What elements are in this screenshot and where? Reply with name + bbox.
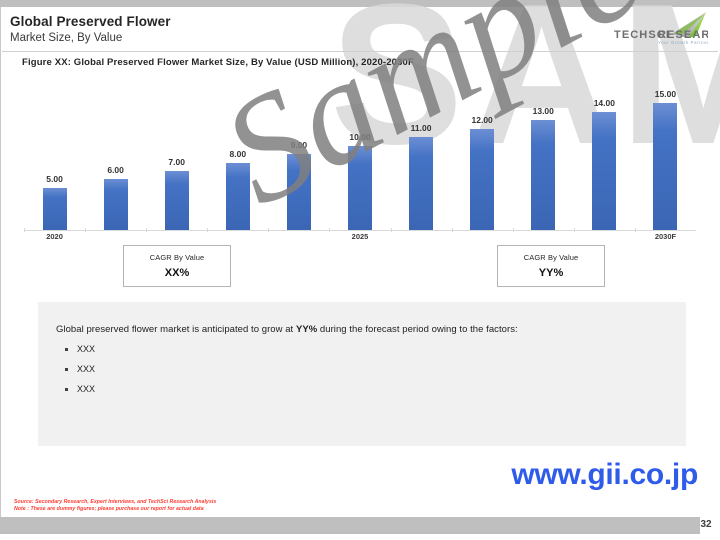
chart-x-tick-label: 2020 bbox=[46, 232, 63, 241]
chart-bar-group: 14.00 bbox=[574, 95, 635, 230]
chart-axis-tick bbox=[207, 228, 209, 232]
chart-bar-group: 5.00 bbox=[24, 95, 85, 230]
chart-bar-value-label: 15.00 bbox=[654, 89, 677, 100]
page-title: Global Preserved Flower bbox=[10, 14, 171, 29]
gii-url[interactable]: www.gii.co.jp bbox=[511, 458, 698, 491]
chart-axis-tick bbox=[634, 228, 636, 232]
chart-bar bbox=[347, 145, 372, 230]
left-border-line bbox=[0, 7, 1, 517]
chart-axis-tick bbox=[390, 228, 392, 232]
chart-bar-value-label: 11.00 bbox=[410, 123, 432, 134]
bar-chart: 5.00 6.00 7.00 8.00 9.00 10.00 11.00 12.00 13.00… bbox=[24, 89, 696, 230]
chart-bar bbox=[42, 187, 67, 230]
chart-bar-group: 11.00 bbox=[391, 95, 452, 230]
chart-bar bbox=[653, 103, 678, 230]
chart-bar-value-label: 14.00 bbox=[593, 97, 615, 108]
chart-bar bbox=[470, 128, 495, 230]
chart-bar-value-label: 7.00 bbox=[168, 156, 185, 167]
note-line: Note : These are dummy figures; please p… bbox=[14, 506, 204, 512]
figure-caption: Figure XX: Global Preserved Flower Marke… bbox=[22, 57, 414, 68]
commentary-bullet-item: XXX bbox=[64, 364, 95, 374]
chart-bar bbox=[103, 179, 128, 230]
chart-bar-group: 15.00 bbox=[635, 89, 696, 230]
chart-bar-value-label: 5.00 bbox=[46, 173, 63, 184]
chart-bar-value-label: 9.00 bbox=[290, 140, 308, 151]
chart-axis-tick bbox=[329, 228, 331, 232]
commentary-lead: Global preserved flower market is antici… bbox=[56, 324, 518, 335]
cagr-box-left: CAGR By Value XX% bbox=[123, 245, 231, 287]
page-subtitle: Market Size, By Value bbox=[10, 32, 123, 44]
chart-bar bbox=[592, 111, 617, 230]
chart-bar bbox=[286, 154, 311, 230]
chart-axis-tick bbox=[451, 228, 453, 232]
chart-x-tick-label: 2030F bbox=[654, 232, 677, 241]
chart-bar-group: 9.00 bbox=[268, 95, 329, 230]
chart-bar-value-label: 12.00 bbox=[471, 114, 493, 125]
chart-axis-tick bbox=[24, 228, 25, 232]
commentary-panel: Global preserved flower market is antici… bbox=[38, 302, 686, 446]
bottom-border-bar bbox=[0, 517, 700, 534]
commentary-lead-part2: during the forecast period owing to the … bbox=[317, 324, 518, 335]
chart-bar bbox=[409, 137, 434, 230]
commentary-bullet-list: XXX XXX XXX bbox=[64, 344, 95, 404]
chart-bar-group: 13.00 bbox=[513, 95, 574, 230]
chart-plot-area: 5.00 6.00 7.00 8.00 9.00 10.00 11.00 12.00 13.00… bbox=[24, 89, 696, 230]
cagr-right-caption: CAGR By Value bbox=[523, 253, 579, 262]
source-footnote: Source: Secondary Research, Expert Inter… bbox=[14, 499, 216, 513]
chart-axis-tick bbox=[85, 228, 87, 232]
chart-bar-group: 7.00 bbox=[146, 95, 207, 230]
chart-bar-value-label: 6.00 bbox=[107, 165, 124, 176]
svg-text:RESEARCH: RESEARCH bbox=[658, 29, 708, 41]
chart-bar-group: 8.00 bbox=[207, 95, 268, 230]
top-border-bar bbox=[0, 0, 720, 7]
commentary-bullet-item: XXX bbox=[64, 384, 95, 394]
chart-bar bbox=[225, 162, 250, 230]
chart-axis-tick bbox=[268, 228, 270, 232]
cagr-left-value: XX% bbox=[164, 267, 190, 279]
cagr-right-value: YY% bbox=[538, 267, 564, 279]
source-line: Source: Secondary Research, Expert Inter… bbox=[14, 499, 217, 505]
chart-bar-value-label: 10.00 bbox=[349, 131, 371, 142]
chart-axis-tick bbox=[512, 228, 514, 232]
chart-axis-tick bbox=[146, 228, 148, 232]
header-divider bbox=[2, 51, 718, 52]
chart-bar bbox=[531, 120, 556, 230]
chart-bar-group: 12.00 bbox=[452, 95, 513, 230]
commentary-lead-highlight: YY% bbox=[295, 324, 318, 335]
chart-axis-tick bbox=[573, 228, 575, 232]
chart-bar-value-label: 8.00 bbox=[229, 148, 247, 159]
chart-axis-line bbox=[24, 230, 696, 231]
page-number: 32 bbox=[700, 519, 712, 530]
chart-x-axis-labels: 2020 2025 2030F bbox=[24, 232, 696, 246]
chart-bar-group: 10.00 bbox=[329, 95, 390, 230]
cagr-box-right: CAGR By Value YY% bbox=[497, 245, 605, 287]
svg-text:Your Growth Partner: Your Growth Partner bbox=[658, 40, 708, 45]
techsci-research-logo: TECHSCI RESEARCH Your Growth Partner bbox=[612, 8, 708, 46]
slide-header: Global Preserved Flower Market Size, By … bbox=[10, 14, 530, 46]
chart-bar-value-label: 13.00 bbox=[532, 106, 554, 117]
chart-x-tick-label: 2025 bbox=[351, 232, 369, 241]
commentary-bullet-item: XXX bbox=[64, 344, 95, 354]
chart-bar bbox=[164, 170, 189, 230]
svg-text:TECHSCI: TECHSCI bbox=[614, 29, 670, 41]
cagr-left-caption: CAGR By Value bbox=[149, 253, 205, 262]
chart-bar-group: 6.00 bbox=[85, 95, 146, 230]
commentary-lead-part1: Global preserved flower market is antici… bbox=[56, 324, 296, 335]
